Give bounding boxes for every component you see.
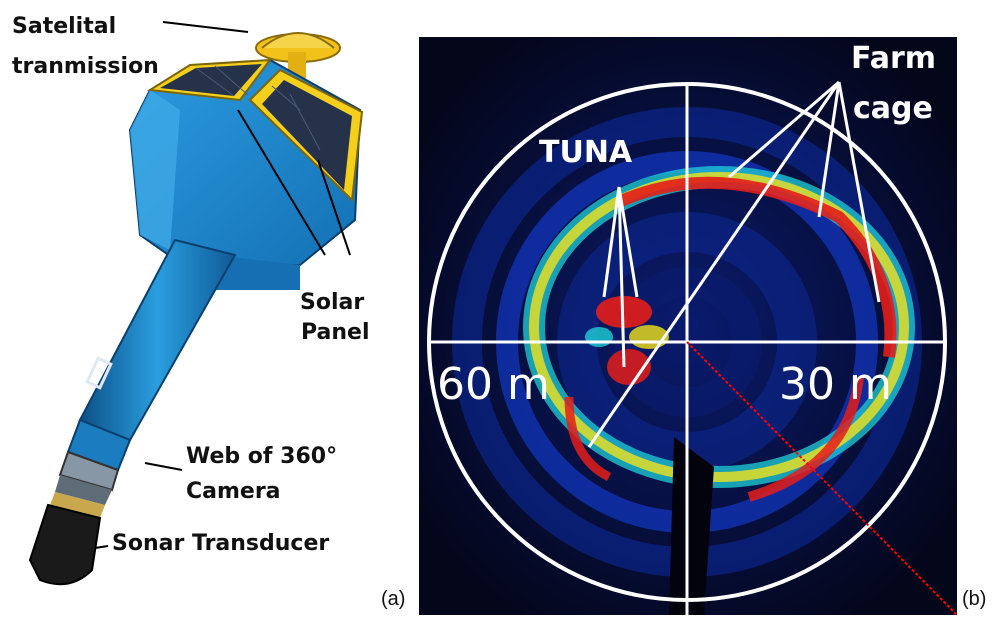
label-leaders [94,21,351,549]
panel-tag-a: (a) [381,588,406,610]
label-web-360: Web of 360° [186,444,338,469]
label-camera: Camera [186,479,281,504]
label-cage: cage [853,91,933,126]
sonar-image [419,37,958,616]
shadow-wedge [669,437,714,615]
label-satelital: Satelital [12,14,117,39]
annotation-pointers [587,80,881,448]
label-farm: Farm [851,41,937,76]
range-left-label: 60 m [437,359,550,410]
panel-tag-b: (b) [962,588,987,610]
satellite-antenna [255,32,341,80]
sonar-figure: TUNA Farm cage 60 m 30 m [419,37,958,616]
label-transmission: tranmission [12,54,159,79]
buoy-figure: Satelital tranmission Solar Panel Web of… [0,0,415,615]
label-solar: Solar [300,290,365,315]
bearing-line [686,341,958,616]
farm-cage-echo [523,166,915,502]
solar-panel-array [147,58,364,203]
buoy-tube [66,238,237,472]
sonar-transducer [28,492,105,586]
range-right-label: 30 m [779,359,892,410]
label-tuna: TUNA [539,135,633,170]
label-sonar-transducer: Sonar Transducer [112,531,330,556]
buoy-illustration [28,21,364,586]
label-panel: Panel [301,320,370,345]
camera-ring [55,450,120,505]
